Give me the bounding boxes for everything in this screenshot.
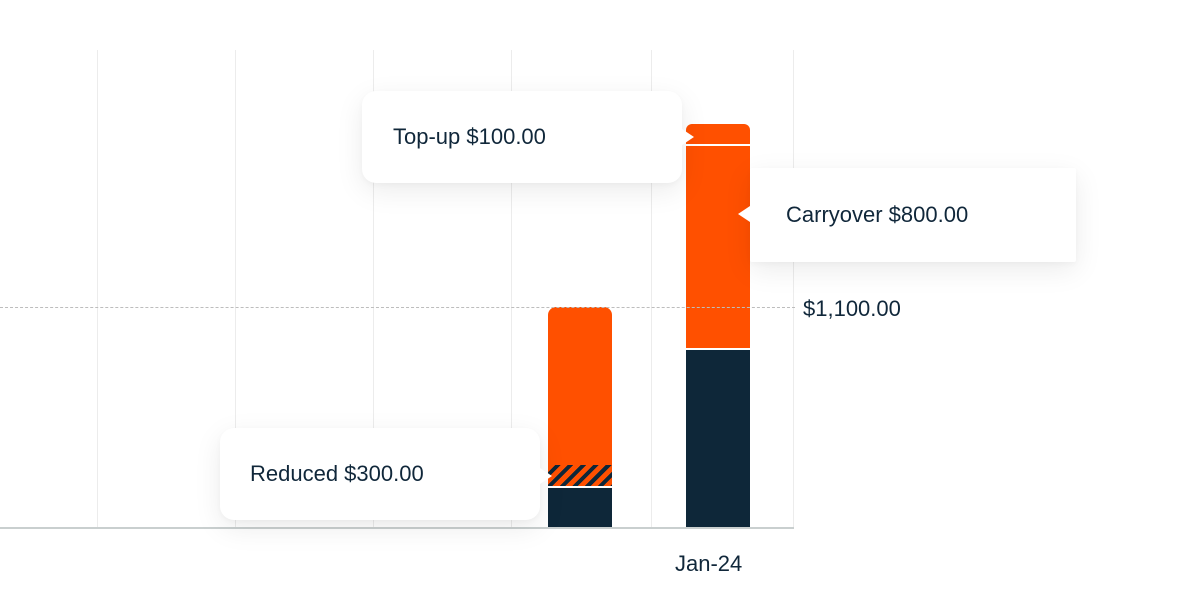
tooltip-pointer xyxy=(738,206,750,222)
reference-line-label: $1,100.00 xyxy=(803,296,901,321)
gridline xyxy=(511,50,512,528)
tooltip-reduced: Reduced $300.00 xyxy=(220,428,552,520)
reference-line xyxy=(0,307,795,308)
bar-segment-base[interactable] xyxy=(686,350,750,528)
tooltip-text: Reduced $300.00 xyxy=(250,461,424,486)
bar-segment-base[interactable] xyxy=(548,488,612,528)
gridline xyxy=(373,50,374,528)
bar-segment-topup[interactable] xyxy=(686,124,750,144)
tooltip-pointer xyxy=(540,468,552,484)
gridline xyxy=(793,50,794,528)
gridline xyxy=(97,50,98,528)
bar-segment-reduced[interactable] xyxy=(548,465,612,486)
x-tick-label: Jan-24 xyxy=(675,551,743,576)
tooltip-text: Carryover $800.00 xyxy=(786,202,969,227)
bar-segment-allocation[interactable] xyxy=(548,307,612,465)
tooltip-carryover: Carryover $800.00 xyxy=(738,168,1076,262)
gridline xyxy=(235,50,236,528)
tooltip-topup: Top-up $100.00 xyxy=(362,91,694,183)
tooltip-pointer xyxy=(682,129,694,145)
bar-segment-carryover[interactable] xyxy=(686,146,750,348)
x-axis xyxy=(0,527,794,529)
tooltip-text: Top-up $100.00 xyxy=(393,124,546,149)
gridline xyxy=(651,50,652,528)
